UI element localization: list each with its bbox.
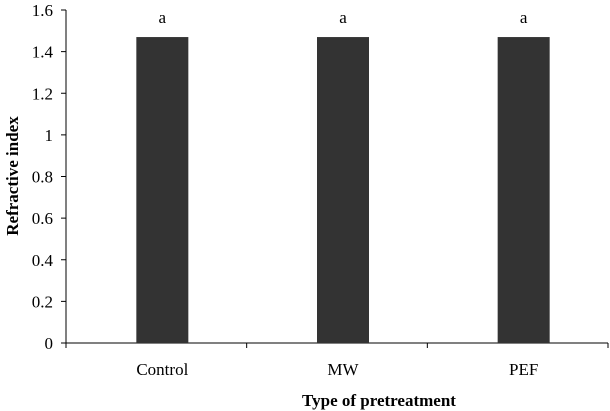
y-tick-label: 0.2 xyxy=(32,292,53,311)
y-axis-title: Refractive index xyxy=(3,116,22,236)
y-tick-label: 1.6 xyxy=(32,1,53,20)
bar-significance-label: a xyxy=(159,8,167,27)
x-tick-label: PEF xyxy=(509,360,538,379)
y-tick-label: 0 xyxy=(45,334,54,353)
bar-mw xyxy=(317,37,369,344)
y-tick-label: 1 xyxy=(45,126,54,145)
y-tick-label: 0.8 xyxy=(32,168,53,187)
x-axis-title: Type of pretreatment xyxy=(302,391,456,410)
bar-significance-label: a xyxy=(339,8,347,27)
bar-pef xyxy=(497,37,550,344)
x-tick-label: MW xyxy=(327,360,359,379)
y-tick-label: 1.2 xyxy=(32,84,53,103)
y-tick-label: 0.4 xyxy=(32,251,54,270)
plot-area: 0 0.2 0.4 0.6 0.8 1 1.2 1.4 1.6 a Control a MW a PEF xyxy=(32,1,609,379)
y-tick-label: 0.6 xyxy=(32,209,53,228)
bar-significance-label: a xyxy=(520,8,528,27)
y-tick-label: 1.4 xyxy=(32,43,54,62)
x-tick-label: Control xyxy=(136,360,188,379)
bar-control xyxy=(136,37,189,344)
